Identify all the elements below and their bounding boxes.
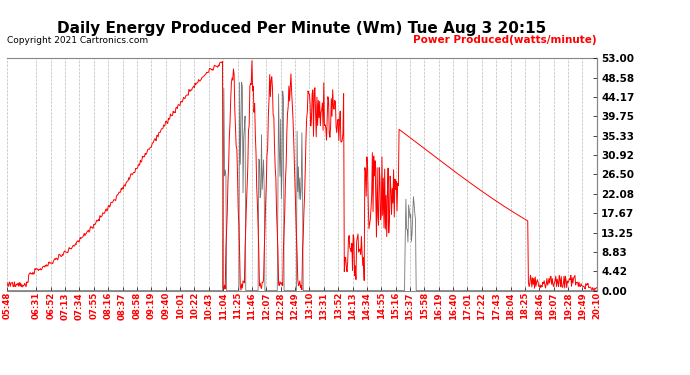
Title: Daily Energy Produced Per Minute (Wm) Tue Aug 3 20:15: Daily Energy Produced Per Minute (Wm) Tu… xyxy=(57,21,546,36)
Text: Copyright 2021 Cartronics.com: Copyright 2021 Cartronics.com xyxy=(7,36,148,45)
Text: Power Produced(watts/minute): Power Produced(watts/minute) xyxy=(413,35,597,45)
